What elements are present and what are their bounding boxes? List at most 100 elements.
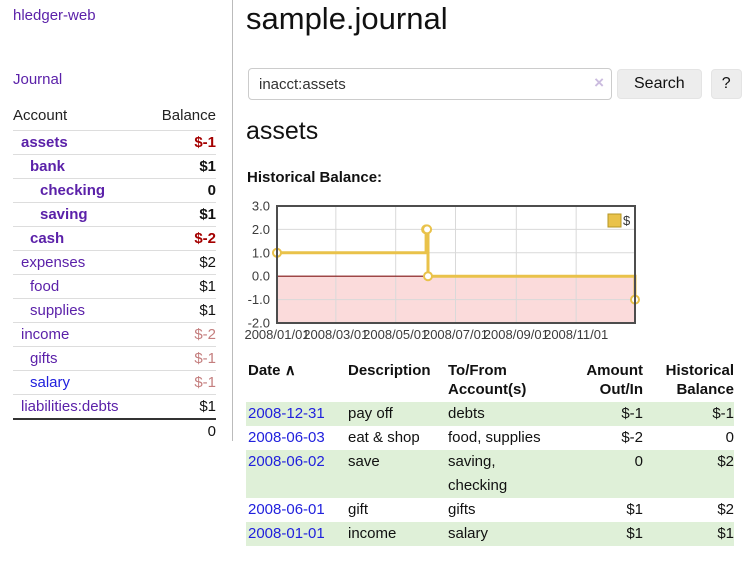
register-header-balance: Historical Balance	[665, 362, 734, 398]
total-spacer	[13, 418, 148, 443]
account-row: food $1	[13, 274, 216, 299]
transaction-amount: 0	[634, 453, 643, 470]
svg-text:2008/11/01: 2008/11/01	[544, 327, 608, 342]
account-balance: $-1	[147, 130, 216, 155]
transaction-row: 2008-01-01 income salary $1 $1	[246, 522, 734, 546]
account-row: liabilities:debts $1	[13, 394, 216, 419]
search-button[interactable]: Search	[617, 69, 702, 99]
svg-text:2.0: 2.0	[252, 222, 270, 237]
transaction-accounts: food, supplies	[448, 429, 541, 446]
account-row: cash $-2	[13, 226, 216, 251]
svg-text:2008/05/01: 2008/05/01	[363, 327, 428, 342]
account-balance: $1	[147, 202, 216, 227]
account-balance: $1	[147, 274, 216, 299]
svg-text:-2.0: -2.0	[248, 316, 270, 331]
transaction-amount: $-1	[621, 405, 643, 422]
svg-text:0.0: 0.0	[252, 269, 270, 284]
account-link[interactable]: cash	[30, 230, 65, 247]
account-link[interactable]: income	[21, 326, 70, 343]
transaction-amount: $1	[626, 501, 643, 518]
account-balance: $1	[147, 394, 216, 419]
historical-balance-chart[interactable]: $3.0 2.0 1.0 0.0 -1.0 -2.0 2008/01/01 2008/03/0…	[244, 199, 642, 350]
search-form: × Search ?	[248, 68, 742, 100]
account-link[interactable]: salary	[30, 374, 71, 391]
clear-search-icon[interactable]: ×	[594, 73, 604, 92]
accounts-header-row: Account Balance	[13, 104, 216, 131]
svg-text:1.0: 1.0	[252, 245, 270, 260]
account-row: checking 0	[13, 178, 216, 203]
account-balance: 0	[147, 178, 216, 203]
transaction-balance: $2	[717, 453, 734, 470]
transaction-balance: 0	[725, 429, 734, 446]
account-row: income $-2	[13, 322, 216, 347]
account-balance: $-1	[147, 346, 216, 371]
account-heading: assets	[246, 117, 319, 145]
account-link[interactable]: assets	[21, 134, 68, 151]
account-row: salary $-1	[13, 370, 216, 395]
account-link[interactable]: expenses	[21, 254, 86, 271]
svg-text:-1.0: -1.0	[248, 292, 270, 307]
transaction-date-link[interactable]: 2008-12-31	[248, 405, 325, 422]
transaction-date-link[interactable]: 2008-01-01	[248, 525, 325, 542]
sidebar-item-journal[interactable]: Journal	[13, 71, 63, 88]
transaction-row: 2008-06-02 save saving, checking 0 $2	[246, 450, 734, 498]
transaction-accounts: gifts	[448, 501, 476, 518]
transaction-row: 2008-06-01 gift gifts $1 $2	[246, 498, 734, 522]
transaction-description: income	[348, 525, 397, 542]
total-balance: 0	[147, 418, 216, 443]
transaction-balance: $2	[717, 501, 734, 518]
transaction-description: pay off	[348, 405, 393, 422]
account-link[interactable]: gifts	[30, 350, 58, 367]
register-header-description: Description	[348, 362, 431, 379]
transaction-description: eat & shop	[348, 429, 420, 446]
sidebar: hledger-web Journal Account Balance asse…	[0, 0, 233, 443]
account-row: supplies $1	[13, 298, 216, 323]
account-link[interactable]: liabilities:debts	[21, 398, 119, 415]
chart-canvas[interactable]: $3.0 2.0 1.0 0.0 -1.0 -2.02008/01/012008/03/0…	[244, 199, 642, 350]
account-balance: $1	[147, 298, 216, 323]
transaction-amount: $-2	[621, 429, 643, 446]
register-header-row: Date ∧ Description To/From Account(s) Am…	[246, 359, 734, 402]
account-balance: $-2	[147, 226, 216, 251]
search-input[interactable]	[248, 68, 612, 100]
svg-text:2008/03/01: 2008/03/01	[303, 327, 368, 342]
account-link[interactable]: saving	[40, 206, 88, 223]
transaction-accounts: salary	[448, 525, 489, 542]
svg-text:$: $	[623, 213, 631, 228]
account-row: bank $1	[13, 154, 216, 179]
account-balance: $-1	[147, 370, 216, 395]
transaction-accounts: saving, checking	[448, 453, 508, 494]
account-balance: $-2	[147, 322, 216, 347]
account-balance: $2	[147, 250, 216, 275]
account-link[interactable]: supplies	[30, 302, 86, 319]
transaction-row: 2008-06-03 eat & shop food, supplies $-2 0	[246, 426, 734, 450]
register-header-accounts: To/From Account(s)	[448, 362, 527, 398]
account-link[interactable]: checking	[40, 182, 106, 199]
date-header-label: Date	[248, 362, 281, 379]
accounts-table: Account Balance assets $-1 bank $1 checking 0…	[13, 104, 216, 443]
help-button[interactable]: ?	[710, 69, 742, 99]
account-row: gifts $-1	[13, 346, 216, 371]
app-title-link[interactable]: hledger-web	[13, 7, 96, 24]
transaction-date-link[interactable]: 2008-06-02	[248, 453, 325, 470]
account-row: saving $1	[13, 202, 216, 227]
chart-title: Historical Balance:	[247, 169, 383, 186]
account-link[interactable]: bank	[30, 158, 66, 175]
page-title: sample.journal	[246, 1, 448, 36]
transaction-date-link[interactable]: 2008-06-01	[248, 501, 325, 518]
account-balance: $1	[147, 154, 216, 179]
accounts-header-account: Account	[13, 107, 68, 124]
svg-text:2008/01/01: 2008/01/01	[244, 327, 309, 342]
svg-text:2008/07/01: 2008/07/01	[423, 327, 488, 342]
transaction-description: gift	[348, 501, 369, 518]
svg-text:3.0: 3.0	[252, 199, 270, 214]
transaction-accounts: debts	[448, 405, 485, 422]
register-header-amount: Amount Out/In	[586, 362, 643, 398]
transaction-balance: $1	[717, 525, 734, 542]
account-link[interactable]: food	[30, 278, 60, 295]
transaction-description: save	[348, 453, 380, 470]
sort-asc-icon: ∧	[284, 362, 296, 379]
register-header-date[interactable]: Date ∧	[246, 359, 346, 402]
transaction-balance: $-1	[712, 405, 734, 422]
transaction-date-link[interactable]: 2008-06-03	[248, 429, 325, 446]
